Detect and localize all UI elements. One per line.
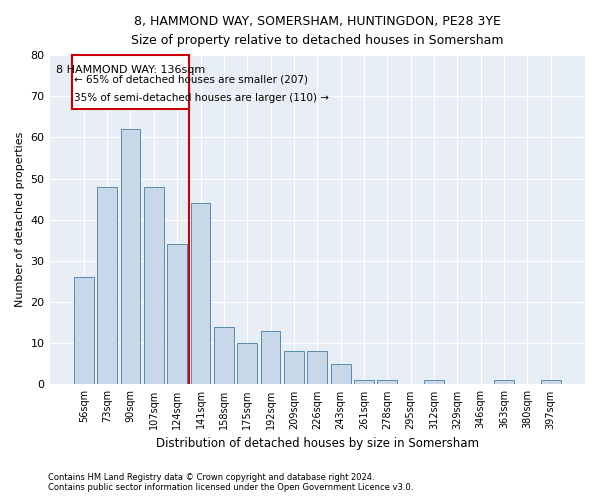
Text: 35% of semi-detached houses are larger (110) →: 35% of semi-detached houses are larger (… — [74, 93, 329, 103]
Bar — [354, 380, 374, 384]
Bar — [494, 380, 514, 384]
Bar — [74, 278, 94, 384]
Title: 8, HAMMOND WAY, SOMERSHAM, HUNTINGDON, PE28 3YE
Size of property relative to det: 8, HAMMOND WAY, SOMERSHAM, HUNTINGDON, P… — [131, 15, 503, 47]
Bar — [307, 352, 327, 384]
Text: Contains HM Land Registry data © Crown copyright and database right 2024.: Contains HM Land Registry data © Crown c… — [48, 474, 374, 482]
Y-axis label: Number of detached properties: Number of detached properties — [15, 132, 25, 308]
Bar — [214, 327, 234, 384]
Bar — [167, 244, 187, 384]
X-axis label: Distribution of detached houses by size in Somersham: Distribution of detached houses by size … — [156, 437, 479, 450]
Bar — [284, 352, 304, 384]
Bar — [260, 331, 280, 384]
Text: 8 HAMMOND WAY: 136sqm: 8 HAMMOND WAY: 136sqm — [56, 66, 205, 76]
Bar — [97, 187, 117, 384]
Bar — [144, 187, 164, 384]
Bar — [121, 129, 140, 384]
Bar — [377, 380, 397, 384]
Bar — [541, 380, 560, 384]
Text: Contains public sector information licensed under the Open Government Licence v3: Contains public sector information licen… — [48, 484, 413, 492]
Bar — [191, 204, 211, 384]
Bar — [238, 344, 257, 384]
Text: ← 65% of detached houses are smaller (207): ← 65% of detached houses are smaller (20… — [74, 74, 308, 84]
Bar — [72, 55, 189, 108]
Bar — [424, 380, 444, 384]
Bar — [331, 364, 350, 384]
